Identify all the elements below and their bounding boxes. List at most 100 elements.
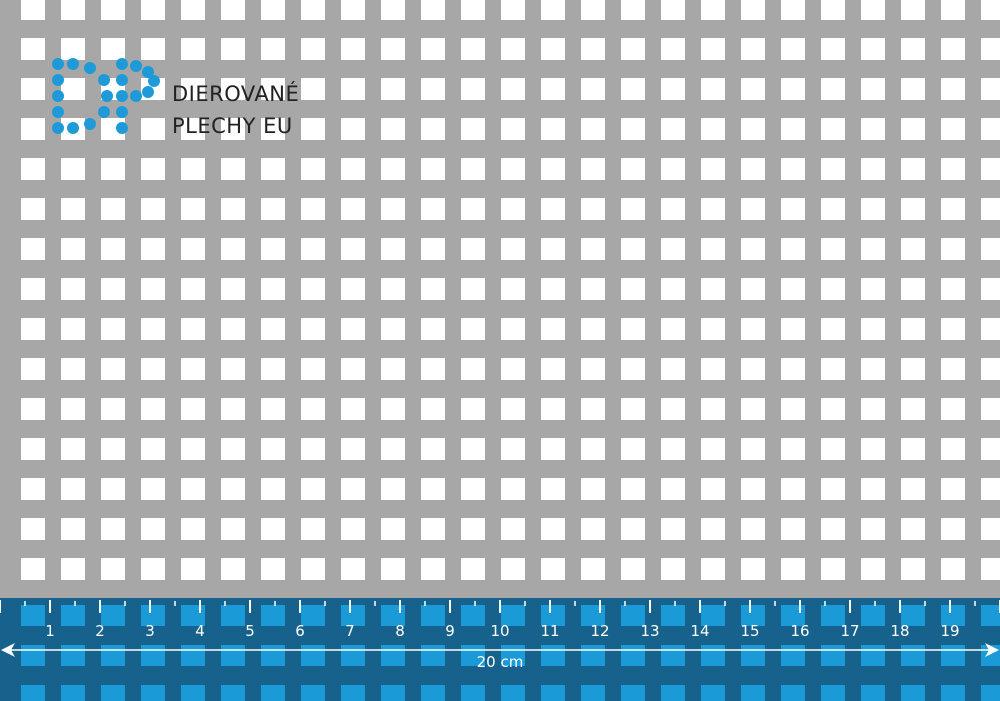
hole: [101, 198, 125, 220]
ruler-hole: [501, 685, 525, 701]
hole: [701, 278, 725, 300]
hole: [141, 198, 165, 220]
hole: [821, 238, 845, 260]
hole: [901, 158, 925, 180]
hole: [301, 358, 325, 380]
ruler-hole: [781, 685, 805, 701]
ruler-label: 14: [690, 622, 710, 640]
hole: [541, 518, 565, 540]
hole: [741, 158, 765, 180]
hole: [381, 198, 405, 220]
hole: [341, 238, 365, 260]
hole: [781, 318, 805, 340]
ruler-hole: [141, 685, 165, 701]
hole: [461, 398, 485, 420]
ruler-hole: [901, 685, 925, 701]
hole: [901, 358, 925, 380]
hole: [301, 558, 325, 580]
ruler-hole: [821, 605, 845, 626]
dp-logo-mark: [52, 58, 160, 134]
hole: [861, 198, 885, 220]
logo-dot: [116, 74, 128, 86]
ruler-hole: [461, 685, 485, 701]
hole: [141, 438, 165, 460]
ruler-hole: [941, 605, 965, 626]
hole: [541, 158, 565, 180]
hole: [421, 38, 445, 60]
ruler-label: 7: [345, 622, 355, 640]
logo-dot: [130, 60, 142, 72]
hole: [861, 118, 885, 140]
hole: [861, 518, 885, 540]
hole: [101, 398, 125, 420]
hole: [301, 38, 325, 60]
hole: [621, 278, 645, 300]
hole: [501, 78, 525, 100]
hole: [621, 438, 645, 460]
hole: [381, 398, 405, 420]
hole: [341, 558, 365, 580]
hole: [941, 278, 965, 300]
hole: [981, 278, 1000, 300]
hole: [61, 518, 85, 540]
hole: [21, 158, 45, 180]
hole: [221, 0, 245, 20]
hole: [381, 318, 405, 340]
hole: [621, 518, 645, 540]
ruler-hole: [501, 605, 525, 626]
hole: [21, 278, 45, 300]
hole: [261, 238, 285, 260]
hole: [781, 438, 805, 460]
hole: [421, 558, 445, 580]
hole: [781, 558, 805, 580]
hole: [781, 518, 805, 540]
ruler-hole: [701, 685, 725, 701]
hole: [101, 558, 125, 580]
hole: [741, 318, 765, 340]
ruler-hole: [941, 685, 965, 701]
logo-dot: [67, 58, 79, 70]
hole: [941, 478, 965, 500]
hole: [61, 238, 85, 260]
ruler-hole: [741, 685, 765, 701]
hole: [301, 118, 325, 140]
hole: [981, 518, 1000, 540]
ruler-label: 2: [95, 622, 105, 640]
hole: [981, 78, 1000, 100]
hole: [61, 278, 85, 300]
hole: [261, 358, 285, 380]
hole: [181, 518, 205, 540]
hole: [261, 398, 285, 420]
hole: [461, 558, 485, 580]
hole: [661, 78, 685, 100]
hole: [341, 318, 365, 340]
hole: [541, 278, 565, 300]
hole: [661, 398, 685, 420]
ruler-label: 19: [940, 622, 960, 640]
ruler-hole: [381, 685, 405, 701]
ruler-label: 11: [540, 622, 560, 640]
ruler-hole: [981, 605, 1000, 626]
ruler-hole: [981, 685, 1000, 701]
ruler-hole: [621, 605, 645, 626]
hole: [421, 118, 445, 140]
hole: [541, 0, 565, 20]
logo-text-line2: PLECHY EU: [172, 114, 293, 138]
hole: [701, 358, 725, 380]
hole: [581, 358, 605, 380]
ruler-hole: [821, 685, 845, 701]
hole: [381, 158, 405, 180]
hole: [781, 38, 805, 60]
hole: [21, 38, 45, 60]
ruler-label: 8: [395, 622, 405, 640]
hole: [421, 398, 445, 420]
hole: [621, 198, 645, 220]
hole: [581, 198, 605, 220]
hole: [581, 238, 605, 260]
hole: [941, 518, 965, 540]
hole: [501, 198, 525, 220]
hole: [501, 358, 525, 380]
hole: [861, 438, 885, 460]
hole: [861, 318, 885, 340]
logo-dot: [116, 90, 128, 102]
